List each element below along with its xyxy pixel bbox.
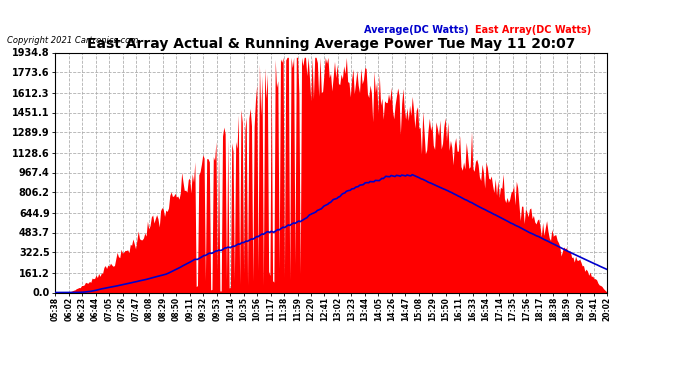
Text: Average(DC Watts): Average(DC Watts) (364, 25, 469, 35)
Text: Copyright 2021 Cartronics.com: Copyright 2021 Cartronics.com (7, 36, 138, 45)
Text: East Array(DC Watts): East Array(DC Watts) (475, 25, 591, 35)
Title: East Array Actual & Running Average Power Tue May 11 20:07: East Array Actual & Running Average Powe… (87, 38, 575, 51)
